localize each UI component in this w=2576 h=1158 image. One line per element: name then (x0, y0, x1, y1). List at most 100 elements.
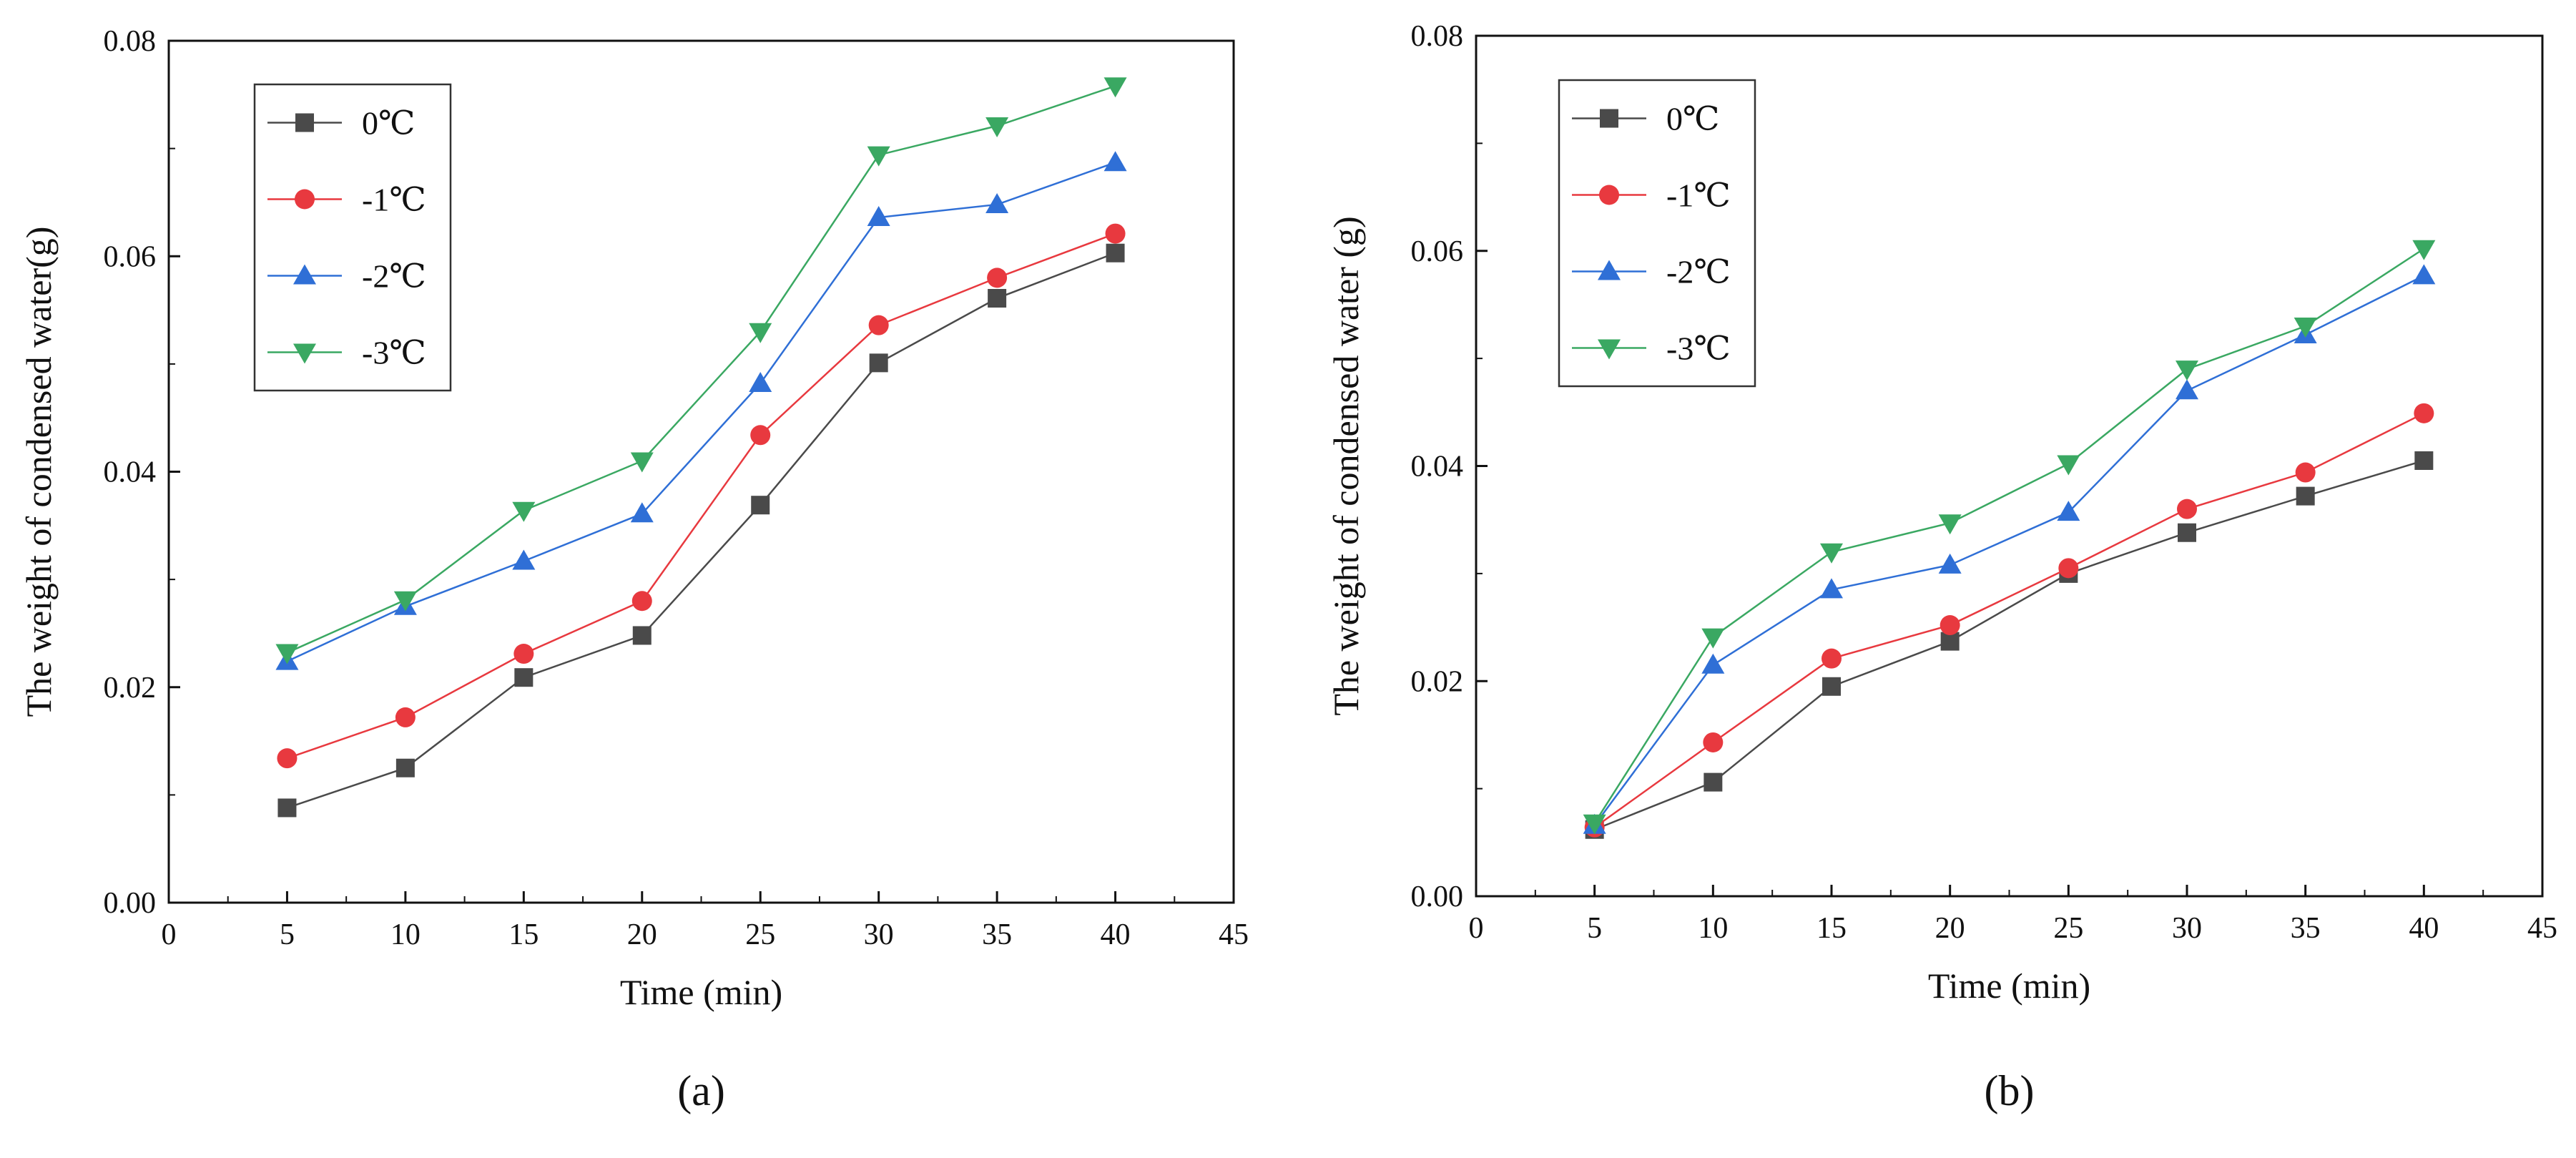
x-tick-label: 45 (1219, 918, 1249, 951)
legend-marker-1 (295, 189, 315, 210)
legend-label-1: -1℃ (362, 182, 426, 218)
y-tick-label: 0.06 (1411, 235, 1464, 268)
data-point-s1-2 (1822, 648, 1842, 669)
legend-label-0: 0℃ (1666, 101, 1719, 137)
x-tick-label: 20 (1935, 912, 1965, 945)
series-line-2 (1593, 275, 2424, 826)
x-axis-title: Time (min) (1928, 966, 2090, 1006)
legend-marker-2 (1598, 260, 1621, 280)
x-tick-label: 40 (1101, 918, 1131, 951)
data-point-s0-1 (395, 758, 415, 777)
series-line-1 (1593, 412, 2424, 828)
data-point-s3-4 (2057, 455, 2080, 476)
data-point-s1-3 (631, 591, 652, 612)
x-tick-label: 10 (390, 918, 421, 951)
data-point-s0-0 (277, 798, 297, 818)
legend-label-3: -3℃ (362, 335, 426, 371)
data-point-s3-3 (1938, 514, 1962, 535)
legend-marker-1 (1599, 185, 1619, 205)
legend-label-2: -2℃ (1666, 254, 1731, 290)
data-point-s1-6 (2295, 462, 2316, 483)
x-tick-label: 35 (982, 918, 1012, 951)
data-point-s3-3 (630, 452, 654, 473)
panel-label: (a) (677, 1067, 725, 1114)
data-point-s0-7 (1106, 243, 1125, 262)
x-tick-label: 20 (627, 918, 657, 951)
x-tick-label: 30 (864, 918, 894, 951)
legend: 0℃ -1℃ -2℃ -3℃ (1558, 79, 1756, 388)
data-point-s0-1 (1704, 772, 1723, 792)
x-tick-label: 15 (508, 918, 539, 951)
data-point-s1-3 (1940, 615, 1960, 636)
chart-panel-a: 0 5 10 15 20 25 30 35 40 45 0.00 0.02 0.04 0.06 0.08 Ti… (19, 25, 1249, 1114)
data-point-s1-1 (1703, 732, 1724, 752)
y-tick-label: 0.08 (104, 25, 157, 58)
y-tick-label: 0.00 (104, 887, 157, 920)
panel-label: (b) (1985, 1067, 2035, 1114)
y-axis-title: The weight of condensed water(g) (19, 227, 59, 717)
data-point-s0-2 (1822, 677, 1841, 696)
data-point-s1-6 (987, 268, 1008, 288)
legend-label-0: 0℃ (362, 105, 415, 142)
x-tick-label: 25 (745, 918, 775, 951)
data-point-s2-4 (2057, 501, 2080, 521)
data-point-s3-2 (512, 501, 536, 522)
data-point-s2-6 (985, 192, 1009, 213)
data-point-s2-5 (867, 206, 890, 227)
series-line-0 (1594, 459, 2424, 830)
data-point-s3-5 (2176, 360, 2198, 381)
data-point-s1-0 (277, 748, 298, 769)
data-point-s0-6 (988, 288, 1007, 308)
x-tick-label: 5 (280, 918, 295, 951)
legend-marker-2 (293, 264, 316, 285)
data-point-s1-5 (2177, 499, 2197, 519)
data-point-s2-4 (749, 371, 772, 392)
legend: 0℃ -1℃ -2℃ -3℃ (253, 83, 452, 392)
chart-panel-b: 0 5 10 15 20 25 30 35 40 45 0.00 0.02 0.04 0.06 0.08 Ti… (1326, 20, 2557, 1114)
x-tick-label: 0 (162, 918, 177, 951)
legend-label-2: -2℃ (362, 258, 426, 295)
legend-marker-3 (293, 343, 316, 364)
legend-marker-0 (1600, 109, 1618, 128)
data-point-s3-2 (1820, 543, 1843, 564)
y-tick-label: 0.04 (1411, 451, 1464, 484)
x-tick-label: 40 (2409, 912, 2439, 945)
data-point-s1-5 (868, 315, 889, 335)
y-axis-title: The weight of condensed water (g) (1326, 216, 1366, 715)
data-point-s3-6 (985, 117, 1009, 137)
data-point-s0-4 (751, 496, 770, 515)
x-tick-label: 0 (1469, 912, 1484, 945)
series-line-3 (1593, 247, 2425, 824)
data-point-s3-7 (2412, 240, 2436, 260)
data-point-s2-7 (1103, 151, 1127, 172)
x-tick-label: 45 (2527, 912, 2557, 945)
x-tick-label: 30 (2172, 912, 2202, 945)
data-point-s2-2 (1820, 578, 1843, 599)
x-axis-title: Time (min) (620, 972, 782, 1012)
data-point-s0-2 (514, 668, 534, 687)
data-point-s2-3 (630, 502, 654, 523)
data-point-s2-1 (1701, 653, 1725, 674)
data-point-s0-5 (2178, 523, 2196, 542)
x-tick-label: 10 (1698, 912, 1728, 945)
data-point-s1-2 (513, 644, 534, 664)
y-tick-label: 0.02 (1411, 665, 1464, 698)
series-line-2 (286, 162, 1116, 662)
x-tick-label: 25 (2053, 912, 2083, 945)
legend-box (1558, 79, 1756, 388)
data-point-s0-7 (2414, 451, 2434, 470)
data-point-s1-7 (2414, 403, 2434, 423)
data-point-s3-5 (867, 146, 890, 167)
y-tick-label: 0.06 (104, 240, 157, 273)
data-point-s3-1 (1701, 628, 1725, 649)
data-point-s2-5 (2176, 379, 2198, 400)
series-line-1 (287, 232, 1116, 760)
y-tick-label: 0.02 (104, 672, 157, 705)
data-point-s1-7 (1105, 223, 1126, 244)
data-point-s3-1 (393, 591, 417, 612)
x-tick-label: 5 (1587, 912, 1602, 945)
data-point-s3-7 (1103, 77, 1127, 98)
data-point-s3-0 (275, 644, 299, 664)
x-tick-label: 15 (1817, 912, 1847, 945)
